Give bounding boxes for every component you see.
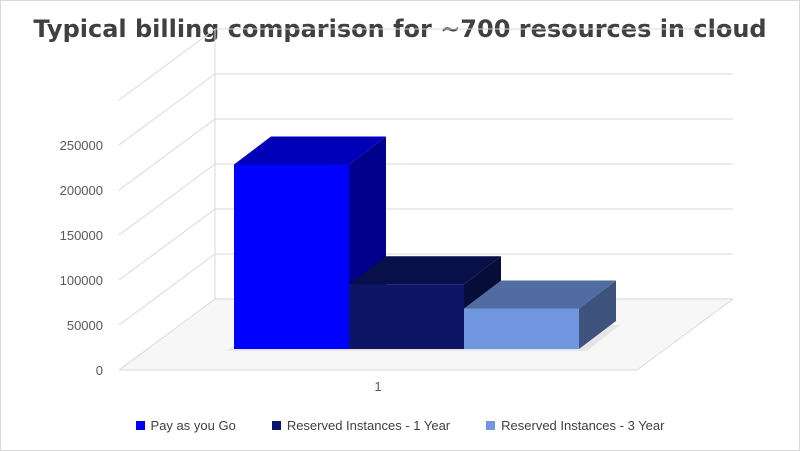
y-tick-label: 150000 (60, 228, 103, 243)
legend-swatch (135, 421, 145, 430)
x-tick-label: 1 (374, 379, 381, 394)
bar-top-2 (349, 256, 501, 285)
legend-swatch (486, 421, 496, 430)
bar-3 (464, 308, 579, 349)
y-tick-label: 250000 (60, 138, 103, 153)
gridline-diagonal (118, 298, 216, 371)
gridline-diagonal (118, 208, 216, 281)
legend-item: Reserved Instances - 3 Year (486, 418, 664, 433)
bar-top-1 (234, 136, 386, 165)
legend-label: Reserved Instances - 3 Year (501, 418, 665, 433)
legend-label: Reserved Instances - 1 Year (286, 418, 451, 433)
y-tick-label: 100000 (60, 273, 103, 288)
floor-edge (636, 298, 734, 371)
bar-side-3 (579, 280, 616, 349)
legend-item: Reserved Instances - 1 Year (271, 418, 451, 433)
gridline-diagonal (118, 163, 216, 236)
y-tick-label: 0 (96, 363, 103, 378)
legend-swatch (271, 421, 281, 430)
y-tick-label: 200000 (60, 183, 103, 198)
gridline-diagonal (118, 253, 216, 326)
gridline-diagonal (118, 118, 216, 191)
gridline-diagonal (118, 73, 216, 146)
legend-item: Pay as you Go (135, 418, 236, 433)
gridline-diagonal (118, 28, 216, 101)
legend: Pay as you Go Reserved Instances - 1 Year… (1, 418, 799, 433)
bar-top-3 (464, 280, 616, 309)
legend-label: Pay as you Go (150, 418, 236, 433)
y-tick-label: 50000 (67, 318, 103, 333)
bar-2 (349, 284, 464, 349)
bar-1 (234, 164, 349, 349)
